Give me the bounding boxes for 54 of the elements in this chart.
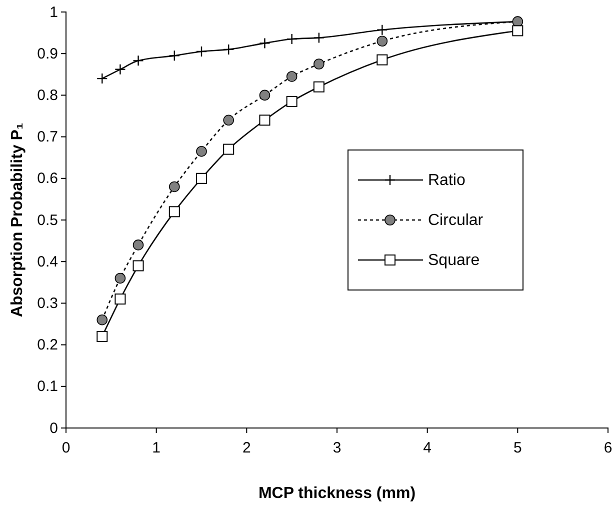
point bbox=[259, 90, 270, 101]
y-tick-label: 0.4 bbox=[37, 253, 58, 270]
point bbox=[168, 206, 180, 218]
y-tick-label: 0 bbox=[50, 420, 58, 437]
point bbox=[376, 54, 388, 66]
point bbox=[314, 58, 324, 70]
point bbox=[223, 144, 234, 155]
x-tick-label: 6 bbox=[604, 440, 612, 456]
point bbox=[313, 32, 325, 44]
point bbox=[96, 72, 108, 84]
point bbox=[286, 33, 298, 45]
point bbox=[168, 50, 180, 62]
y-tick-label: 1 bbox=[50, 4, 58, 21]
point bbox=[96, 314, 108, 326]
y-tick-label: 0.3 bbox=[37, 295, 58, 312]
x-tick-label: 2 bbox=[242, 440, 251, 456]
point bbox=[114, 64, 126, 76]
y-tick-label: 0.5 bbox=[37, 212, 58, 229]
y-tick-label: 0.7 bbox=[37, 128, 58, 146]
point bbox=[196, 146, 207, 157]
point bbox=[223, 44, 234, 56]
point bbox=[259, 38, 270, 49]
point bbox=[114, 272, 126, 284]
point bbox=[512, 25, 524, 36]
y-tick-label: 0.9 bbox=[37, 45, 58, 62]
point bbox=[376, 36, 388, 47]
point bbox=[196, 172, 207, 184]
x-axis-title: MCP thickness (mm) bbox=[258, 485, 416, 502]
y-tick-label: 0.2 bbox=[37, 336, 58, 354]
point bbox=[114, 294, 126, 305]
point bbox=[286, 71, 298, 82]
x-tick-label: 1 bbox=[152, 440, 161, 456]
point bbox=[259, 114, 270, 126]
point bbox=[223, 114, 234, 126]
point bbox=[376, 24, 388, 36]
point bbox=[169, 181, 180, 192]
x-tick-label: 5 bbox=[513, 440, 522, 456]
legend-label: Square bbox=[428, 252, 480, 269]
point bbox=[96, 330, 108, 342]
y-tick-label: 0.1 bbox=[37, 378, 58, 396]
y-tick-label: 0.6 bbox=[37, 170, 58, 188]
legend-label: Ratio bbox=[428, 172, 466, 189]
point bbox=[132, 260, 144, 272]
point bbox=[132, 55, 144, 66]
y-tick-label: 0.8 bbox=[37, 87, 58, 104]
point bbox=[132, 240, 144, 250]
x-tick-label: 0 bbox=[62, 440, 70, 456]
x-tick-label: 3 bbox=[332, 440, 342, 456]
x-tick-label: 4 bbox=[423, 440, 432, 456]
point bbox=[313, 81, 324, 92]
point bbox=[196, 46, 208, 58]
legend-label: Circular bbox=[428, 212, 484, 229]
y-axis-title: Absorption Probability P₁ bbox=[9, 122, 26, 318]
point bbox=[286, 96, 298, 107]
